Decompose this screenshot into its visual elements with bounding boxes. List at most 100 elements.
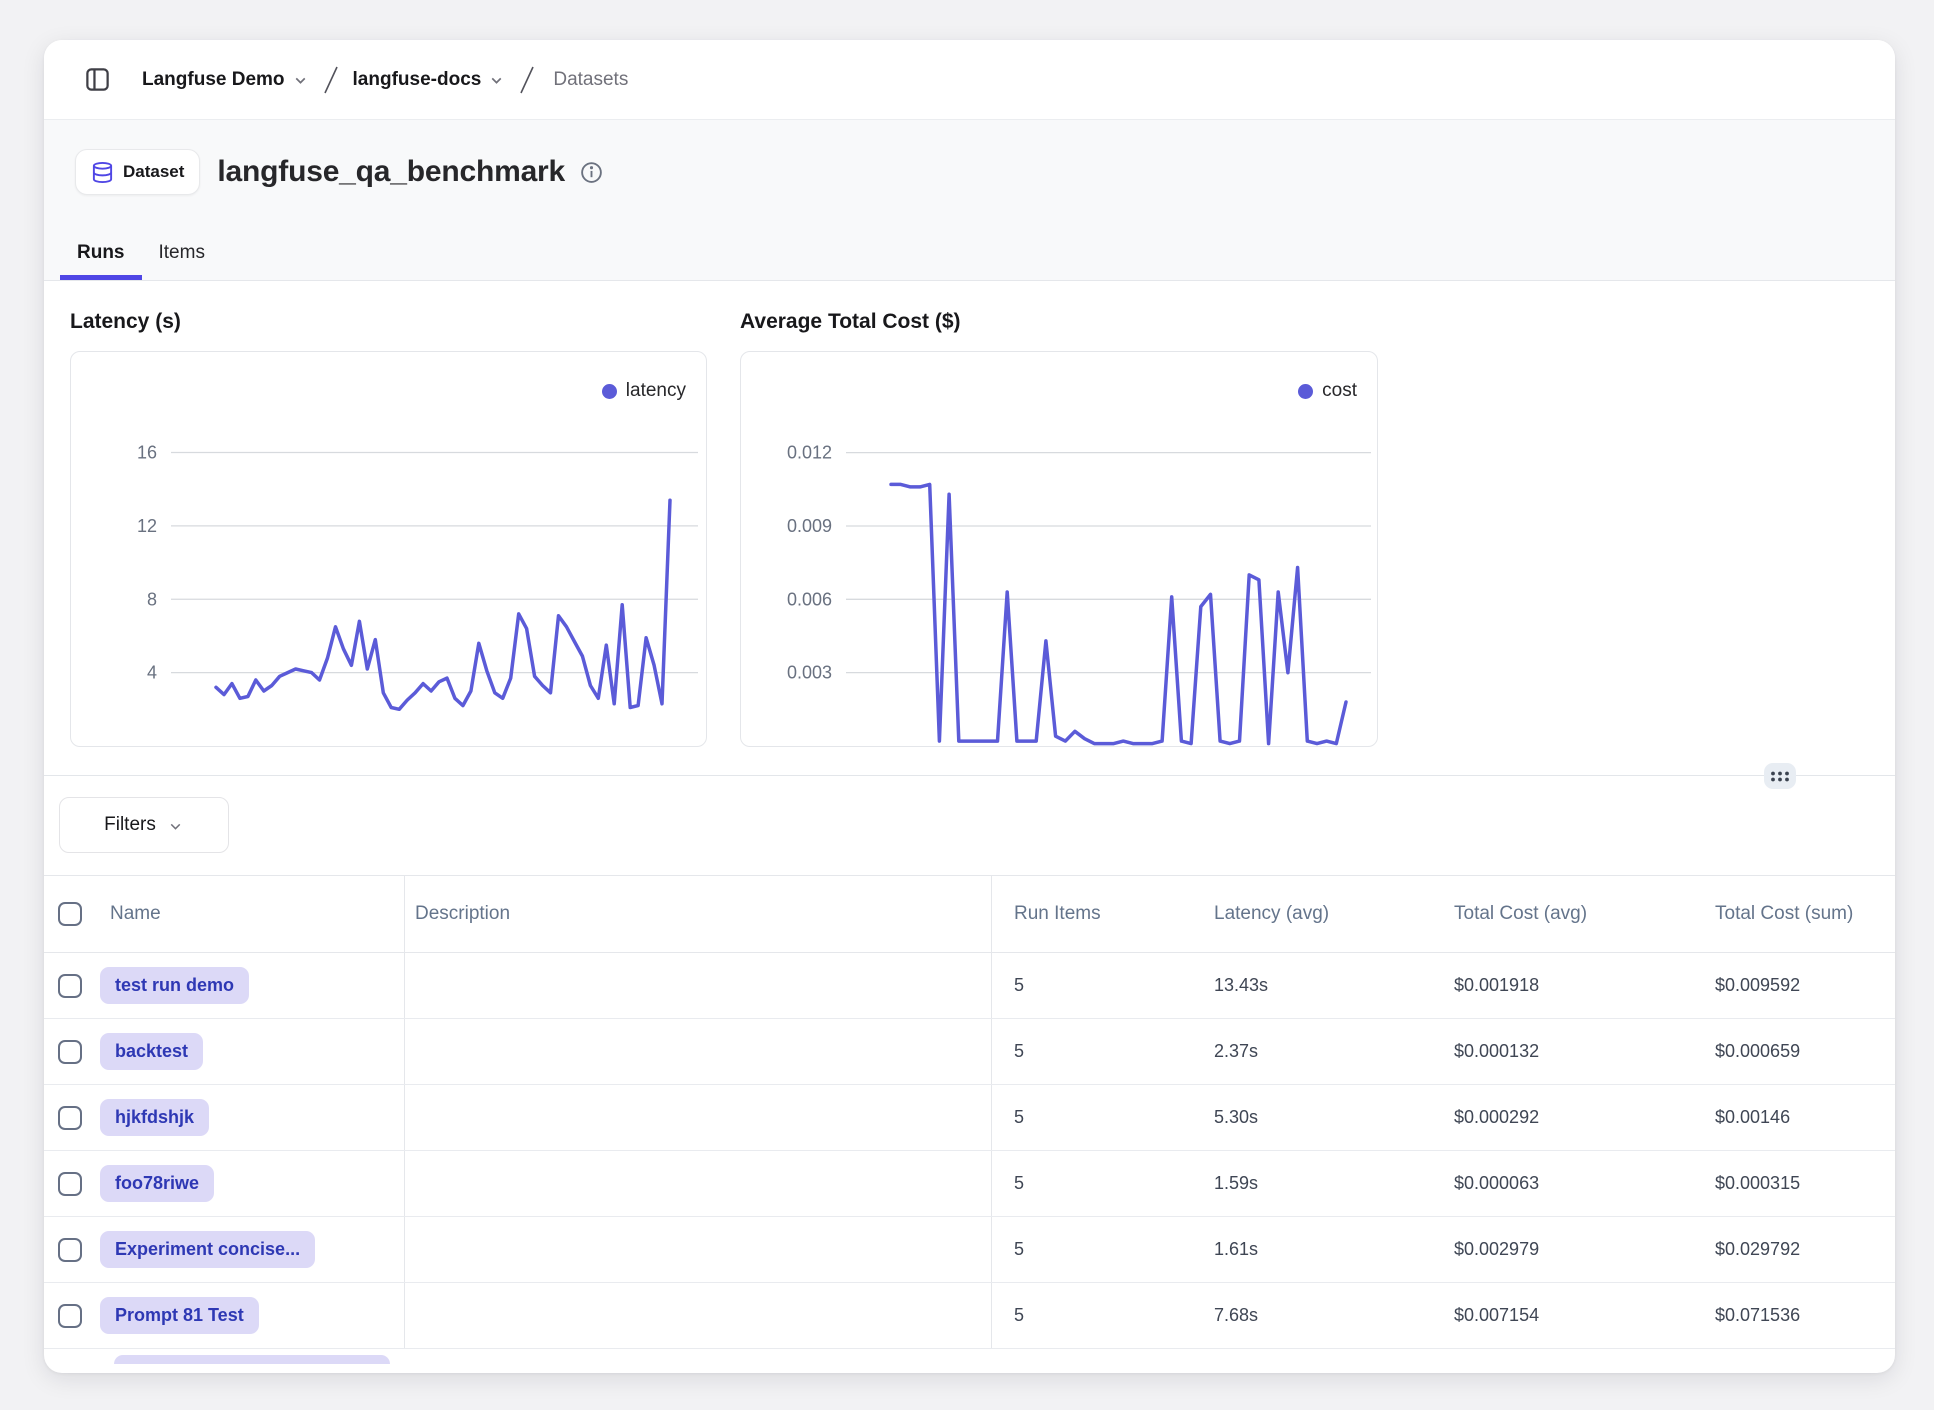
svg-text:4: 4 (147, 663, 157, 683)
cell-total-cost-avg: $0.002979 (1432, 1239, 1693, 1260)
cell-total-cost-avg: $0.000063 (1432, 1173, 1693, 1194)
legend-label: latency (626, 380, 686, 402)
filters-button[interactable]: Filters (59, 797, 229, 853)
row-checkbox[interactable] (58, 974, 82, 998)
run-name-pill[interactable]: foo78riwe (100, 1165, 214, 1202)
breadcrumb-project[interactable]: langfuse-docs (353, 69, 506, 91)
latency-chart-title: Latency (s) (70, 310, 707, 334)
table-row-partial (44, 1349, 1895, 1364)
cost-legend[interactable]: cost (1298, 380, 1357, 402)
row-checkbox[interactable] (58, 1040, 82, 1064)
svg-text:8: 8 (147, 589, 157, 609)
breadcrumb-section[interactable]: Datasets (553, 69, 628, 91)
latency-chart-card: 161284 latency (70, 351, 707, 747)
column-header-run-items: Run Items (991, 876, 1192, 952)
svg-text:0.012: 0.012 (787, 443, 832, 463)
dataset-badge-label: Dataset (123, 162, 184, 182)
table-row: backtest 5 2.37s $0.000132 $0.000659 (44, 1019, 1895, 1085)
cell-latency-avg: 1.59s (1192, 1173, 1432, 1194)
run-name-pill[interactable]: hjkfdshjk (100, 1099, 209, 1136)
filters-button-label: Filters (104, 814, 156, 836)
org-name: Langfuse Demo (142, 69, 285, 91)
table-row: test run demo 5 13.43s $0.001918 $0.0095… (44, 953, 1895, 1019)
run-name-pill[interactable]: backtest (100, 1033, 203, 1070)
latency-chart-block: Latency (s) 161284 latency (70, 310, 707, 747)
cost-chart-card: 0.012 0.009 0.006 0.003 cost (740, 351, 1378, 747)
chevron-down-icon (292, 72, 309, 89)
runs-table: Name Description Run Items Latency (avg)… (44, 875, 1895, 1373)
resize-grip-handle[interactable] (1764, 763, 1796, 789)
column-header-total-cost-sum: Total Cost (sum) (1693, 903, 1895, 925)
svg-text:0.006: 0.006 (787, 589, 832, 609)
tab-runs[interactable]: Runs (60, 242, 142, 280)
latency-chart: 161284 (71, 352, 708, 748)
cell-description (404, 953, 991, 1018)
legend-dot-icon (1298, 384, 1313, 399)
cell-description (404, 1283, 991, 1348)
table-row: Prompt 81 Test 5 7.68s $0.007154 $0.0715… (44, 1283, 1895, 1349)
cell-total-cost-avg: $0.007154 (1432, 1305, 1693, 1326)
cell-total-cost-sum: $0.000659 (1693, 1041, 1895, 1062)
topbar: Langfuse Demo langfuse-docs Datasets (44, 40, 1895, 120)
row-checkbox[interactable] (58, 1106, 82, 1130)
cost-chart-block: Average Total Cost ($) 0.0120.0090.0060.… (740, 310, 1378, 747)
breadcrumb-org[interactable]: Langfuse Demo (142, 69, 309, 91)
column-header-total-cost-avg: Total Cost (avg) (1432, 903, 1693, 925)
table-body: test run demo 5 13.43s $0.001918 $0.0095… (44, 953, 1895, 1349)
cell-latency-avg: 7.68s (1192, 1305, 1432, 1326)
tab-items[interactable]: Items (142, 242, 222, 280)
row-checkbox[interactable] (58, 1304, 82, 1328)
cell-run-items: 5 (991, 1085, 1192, 1150)
cell-run-items: 5 (991, 1217, 1192, 1282)
cell-total-cost-sum: $0.00146 (1693, 1107, 1895, 1128)
cell-latency-avg: 2.37s (1192, 1041, 1432, 1062)
cell-latency-avg: 13.43s (1192, 975, 1432, 996)
row-checkbox[interactable] (58, 1172, 82, 1196)
tab-bar: Runs Items (60, 242, 222, 280)
column-header-description: Description (404, 876, 991, 952)
database-icon (91, 161, 114, 184)
legend-dot-icon (602, 384, 617, 399)
svg-text:0.003: 0.003 (787, 663, 832, 683)
cell-description (404, 1019, 991, 1084)
cell-total-cost-sum: $0.029792 (1693, 1239, 1895, 1260)
run-name-pill[interactable]: test run demo (100, 967, 249, 1004)
cell-total-cost-avg: $0.000292 (1432, 1107, 1693, 1128)
latency-legend[interactable]: latency (602, 380, 686, 402)
table-row: Experiment concise... 5 1.61s $0.002979 … (44, 1217, 1895, 1283)
column-header-name: Name (100, 903, 404, 925)
table-row: hjkfdshjk 5 5.30s $0.000292 $0.00146 (44, 1085, 1895, 1151)
cell-run-items: 5 (991, 1019, 1192, 1084)
run-name-pill[interactable] (114, 1355, 390, 1364)
project-name: langfuse-docs (353, 69, 482, 91)
breadcrumb-separator (519, 64, 535, 96)
page-header: Dataset langfuse_qa_benchmark Runs Items (44, 120, 1895, 281)
cost-chart-title: Average Total Cost ($) (740, 310, 1378, 334)
run-name-pill[interactable]: Experiment concise... (100, 1231, 315, 1268)
cell-total-cost-sum: $0.000315 (1693, 1173, 1895, 1194)
cost-chart: 0.012 0.009 0.006 0.003 (741, 352, 1379, 748)
select-all-checkbox[interactable] (58, 902, 82, 926)
cell-run-items: 5 (991, 1283, 1192, 1348)
cell-total-cost-avg: $0.000132 (1432, 1041, 1693, 1062)
sidebar-toggle-icon[interactable] (84, 66, 111, 93)
breadcrumb-separator (323, 64, 339, 96)
charts-section: Latency (s) 161284 latency Average Total… (44, 281, 1895, 747)
cell-latency-avg: 1.61s (1192, 1239, 1432, 1260)
legend-label: cost (1322, 380, 1357, 402)
column-header-latency-avg: Latency (avg) (1192, 903, 1432, 925)
cell-run-items: 5 (991, 1151, 1192, 1216)
svg-text:16: 16 (137, 443, 157, 463)
row-checkbox[interactable] (58, 1238, 82, 1262)
grip-dots-icon (1770, 770, 1790, 783)
info-icon[interactable] (579, 160, 604, 185)
app-window: Langfuse Demo langfuse-docs Datasets Dat… (44, 40, 1895, 1373)
run-name-pill[interactable]: Prompt 81 Test (100, 1297, 259, 1334)
svg-text:0.009: 0.009 (787, 516, 832, 536)
table-header-row: Name Description Run Items Latency (avg)… (44, 876, 1895, 953)
chevron-down-icon (167, 818, 184, 835)
cell-description (404, 1085, 991, 1150)
cell-run-items: 5 (991, 953, 1192, 1018)
filters-row: Filters (44, 776, 1895, 875)
cell-description (404, 1217, 991, 1282)
